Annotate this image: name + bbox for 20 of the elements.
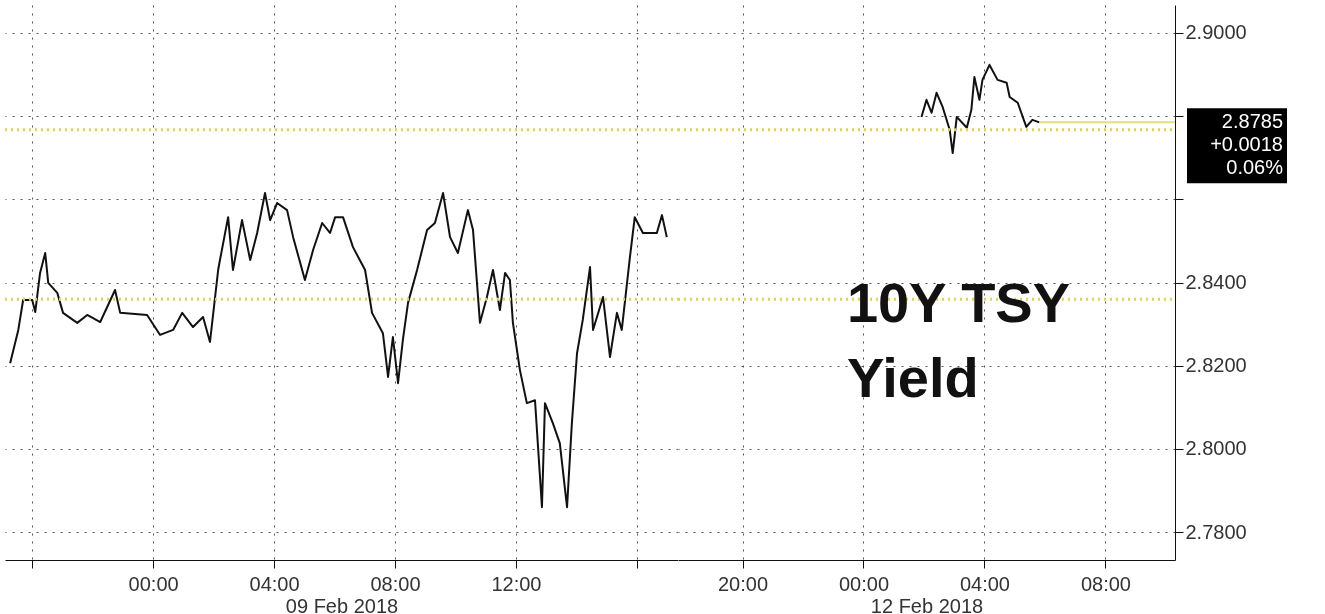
y-tick-label: 2.7800 [1185,520,1247,543]
x-tick-label: 00:00 [838,572,890,595]
x-tick-label: 08:00 [370,572,421,595]
text: 0.06% [1226,156,1284,179]
text: 10Y TSY Yield [846,271,1071,409]
ref-line-label: 2.8785 [1221,110,1283,133]
x-tick-label: 04:00 [249,572,300,595]
x-tick-label: 12:00 [491,572,542,595]
x-axis-title: 12 Feb 2018 [870,594,984,614]
line-series [920,63,1041,155]
text: +0.0018 [1210,133,1283,156]
x-tick-label: 04:00 [959,572,1010,595]
y-tick-label: 2.9000 [1185,21,1247,44]
x-tick-label: 08:00 [1080,572,1131,595]
y-tick-label: 2.8200 [1185,354,1247,377]
y-tick-label: 2.8000 [1185,437,1247,460]
x-axis-title: 09 Feb 2018 [285,594,399,614]
x-tick-label: 00:00 [128,572,179,595]
x-tick-label: 20:00 [717,572,769,595]
y-tick-label: 2.8400 [1185,271,1247,293]
